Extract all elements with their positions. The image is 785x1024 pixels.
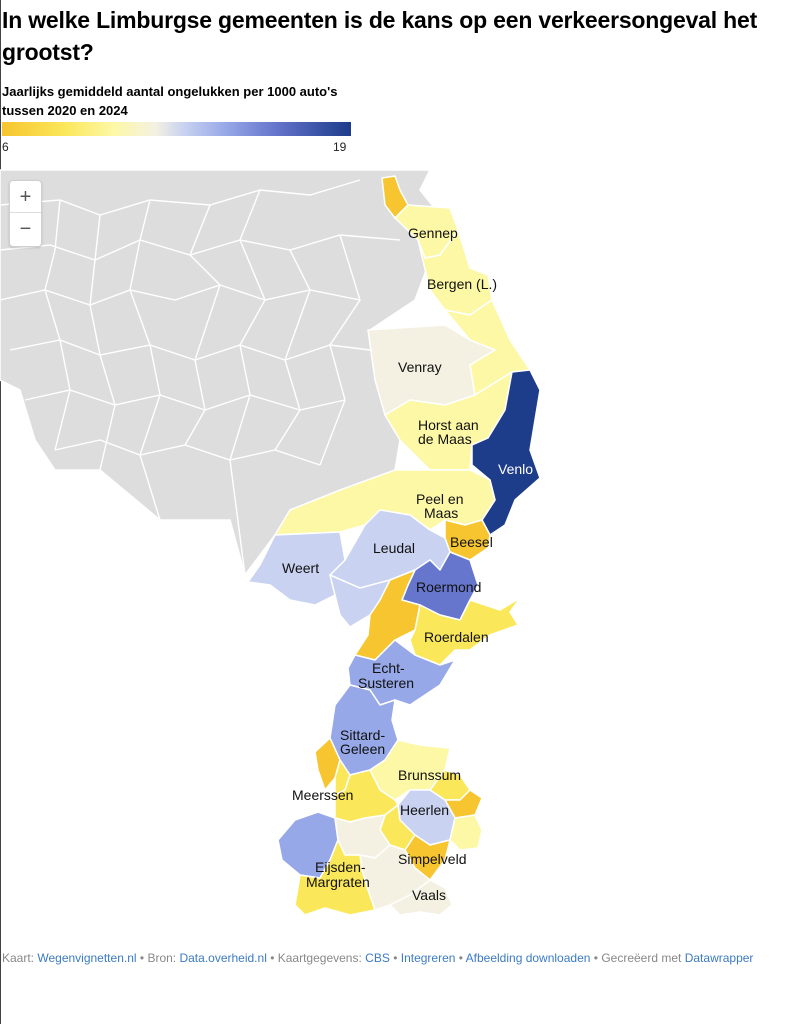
map-labels: Gennep Bergen (L.) Venray Horst aan de M…	[282, 225, 533, 903]
frame-border	[0, 0, 1, 1024]
label-peel-1: Peel en	[416, 491, 463, 507]
footer-download-link[interactable]: Afbeelding downloaden	[465, 951, 591, 965]
footer-separator: •	[139, 951, 145, 965]
footer-cbs-link[interactable]: CBS	[365, 951, 390, 965]
zoom-in-button[interactable]: +	[10, 181, 41, 213]
region-weert[interactable]	[247, 531, 346, 606]
label-sittard-2: Geleen	[340, 741, 385, 757]
footer-kaartgegevens-label: Kaartgegevens:	[277, 951, 362, 965]
footer-kaart-label: Kaart:	[2, 951, 35, 965]
zoom-out-button[interactable]: −	[19, 218, 32, 240]
footer-separator: •	[393, 951, 398, 965]
label-brunssum: Brunssum	[398, 767, 461, 783]
label-eijsden-1: Eijsden-	[315, 859, 366, 875]
label-echt-2: Susteren	[358, 675, 414, 691]
color-legend-bar	[2, 122, 351, 136]
footer-separator: •	[458, 951, 463, 965]
footer-separator: •	[270, 951, 275, 965]
label-simpelveld: Simpelveld	[398, 851, 466, 867]
label-venlo: Venlo	[498, 461, 533, 477]
region-bergen[interactable]	[417, 229, 493, 316]
zoom-controls: + −	[9, 180, 42, 247]
label-weert: Weert	[282, 560, 319, 576]
label-venray: Venray	[398, 359, 442, 375]
label-horst-2: de Maas	[418, 431, 472, 447]
municipalities[interactable]	[247, 175, 541, 916]
label-beesel: Beesel	[450, 534, 493, 550]
label-echt-1: Echt-	[372, 660, 405, 676]
label-heerlen: Heerlen	[400, 802, 449, 818]
footer-bron-link[interactable]: Data.overheid.nl	[179, 951, 267, 965]
label-bergen: Bergen (L.)	[427, 276, 497, 292]
region-kerkrade[interactable]	[449, 814, 483, 851]
footer-kaart-link[interactable]: Wegenvignetten.nl	[37, 951, 137, 965]
legend-min-label: 6	[2, 140, 9, 154]
region-roerdalen[interactable]	[409, 597, 521, 666]
label-roerdalen: Roerdalen	[424, 629, 489, 645]
label-peel-2: Maas	[424, 505, 458, 521]
background-municipality-borders	[0, 179, 401, 576]
footer-separator: •	[593, 951, 598, 965]
label-meerssen: Meerssen	[292, 787, 353, 803]
label-horst-1: Horst aan	[418, 417, 479, 433]
label-sittard-1: Sittard-	[340, 727, 385, 743]
legend-max-label: 19	[333, 140, 347, 154]
footer: Kaart: Wegenvignetten.nl • Bron: Data.ov…	[2, 949, 762, 967]
footer-datawrapper-link[interactable]: Datawrapper	[684, 951, 754, 965]
chart-subtitle: Jaarlijks gemiddeld aantal ongelukken pe…	[2, 84, 338, 118]
region-eijsden-margraten[interactable]	[294, 839, 376, 916]
chart-title: In welke Limburgse gemeenten is de kans …	[2, 7, 758, 65]
choropleth-map[interactable]: Gennep Bergen (L.) Venray Horst aan de M…	[0, 168, 785, 940]
label-vaals: Vaals	[412, 887, 446, 903]
region-vaals[interactable]	[389, 879, 453, 916]
footer-bron-label: Bron:	[147, 951, 177, 965]
label-leudal: Leudal	[373, 540, 415, 556]
label-eijsden-2: Margraten	[306, 874, 370, 890]
label-roermond: Roermond	[416, 579, 481, 595]
footer-integreren-link[interactable]: Integreren	[400, 951, 456, 965]
footer-gecreeerd-label: Gecreëerd met	[601, 951, 682, 965]
label-gennep: Gennep	[408, 225, 458, 241]
